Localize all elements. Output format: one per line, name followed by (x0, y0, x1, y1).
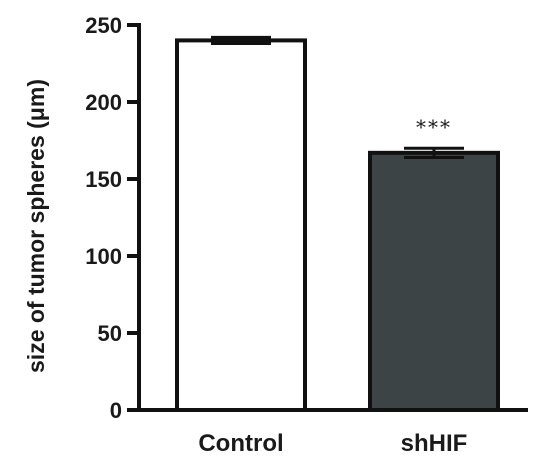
axes-layer (137, 23, 528, 412)
category-label-shhif: shHIF (401, 430, 468, 457)
ticks-layer: 0 50 100 150 200 250 (85, 13, 139, 423)
y-tick-label-200: 200 (85, 90, 122, 115)
y-tick-label-150: 150 (85, 167, 122, 192)
bar-control (175, 38, 307, 413)
y-tick-label-50: 50 (98, 321, 122, 346)
bar-shhif (368, 150, 500, 412)
y-tick-label-250: 250 (85, 13, 122, 38)
labels-layer: Control shHIF *** (198, 115, 467, 457)
significance-annotation: *** (416, 115, 452, 139)
y-axis-title: size of tumor spheres (μm) (23, 79, 49, 373)
bars-layer (175, 35, 500, 413)
category-label-control: Control (198, 430, 283, 457)
y-tick-label-0: 0 (110, 398, 122, 423)
y-tick-label-100: 100 (85, 244, 122, 269)
